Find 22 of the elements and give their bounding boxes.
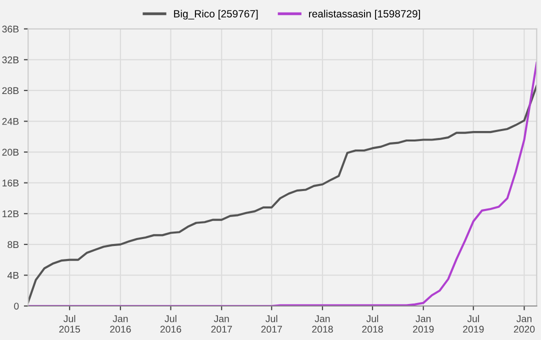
x-tick-label: Jan 2018: [312, 315, 333, 333]
y-tick-label: 20B: [2, 148, 19, 156]
y-tick-label: 0: [14, 302, 19, 310]
x-tick-label: Jan 2016: [110, 315, 131, 333]
y-tick-label: 8B: [8, 241, 19, 248]
y-tick-label: 28B: [2, 87, 19, 94]
x-tick-label: Jan 2020: [514, 315, 535, 333]
x-tick-label: Jul 2017: [261, 315, 282, 333]
y-tick-label: 4B: [7, 272, 19, 279]
x-tick-label: Jul 2018: [362, 315, 383, 333]
y-tick-label: 32B: [2, 56, 19, 64]
y-tick-label: 12B: [2, 210, 19, 218]
y-tick-label: 24B: [2, 118, 19, 125]
x-tick-label: Jul 2015: [59, 315, 80, 333]
y-tick-label: 36B: [2, 26, 19, 33]
legend-label: realistassasin [1598729]: [309, 10, 420, 20]
x-tick-label: Jan 2017: [211, 315, 232, 333]
x-tick-label: Jul 2016: [160, 315, 182, 333]
legend-label: Big_Rico [259767]: [174, 10, 258, 20]
x-tick-label: Jul 2019: [463, 315, 484, 333]
y-tick-label: 16B: [2, 180, 19, 186]
x-tick-label: Jan 2019: [413, 315, 434, 333]
